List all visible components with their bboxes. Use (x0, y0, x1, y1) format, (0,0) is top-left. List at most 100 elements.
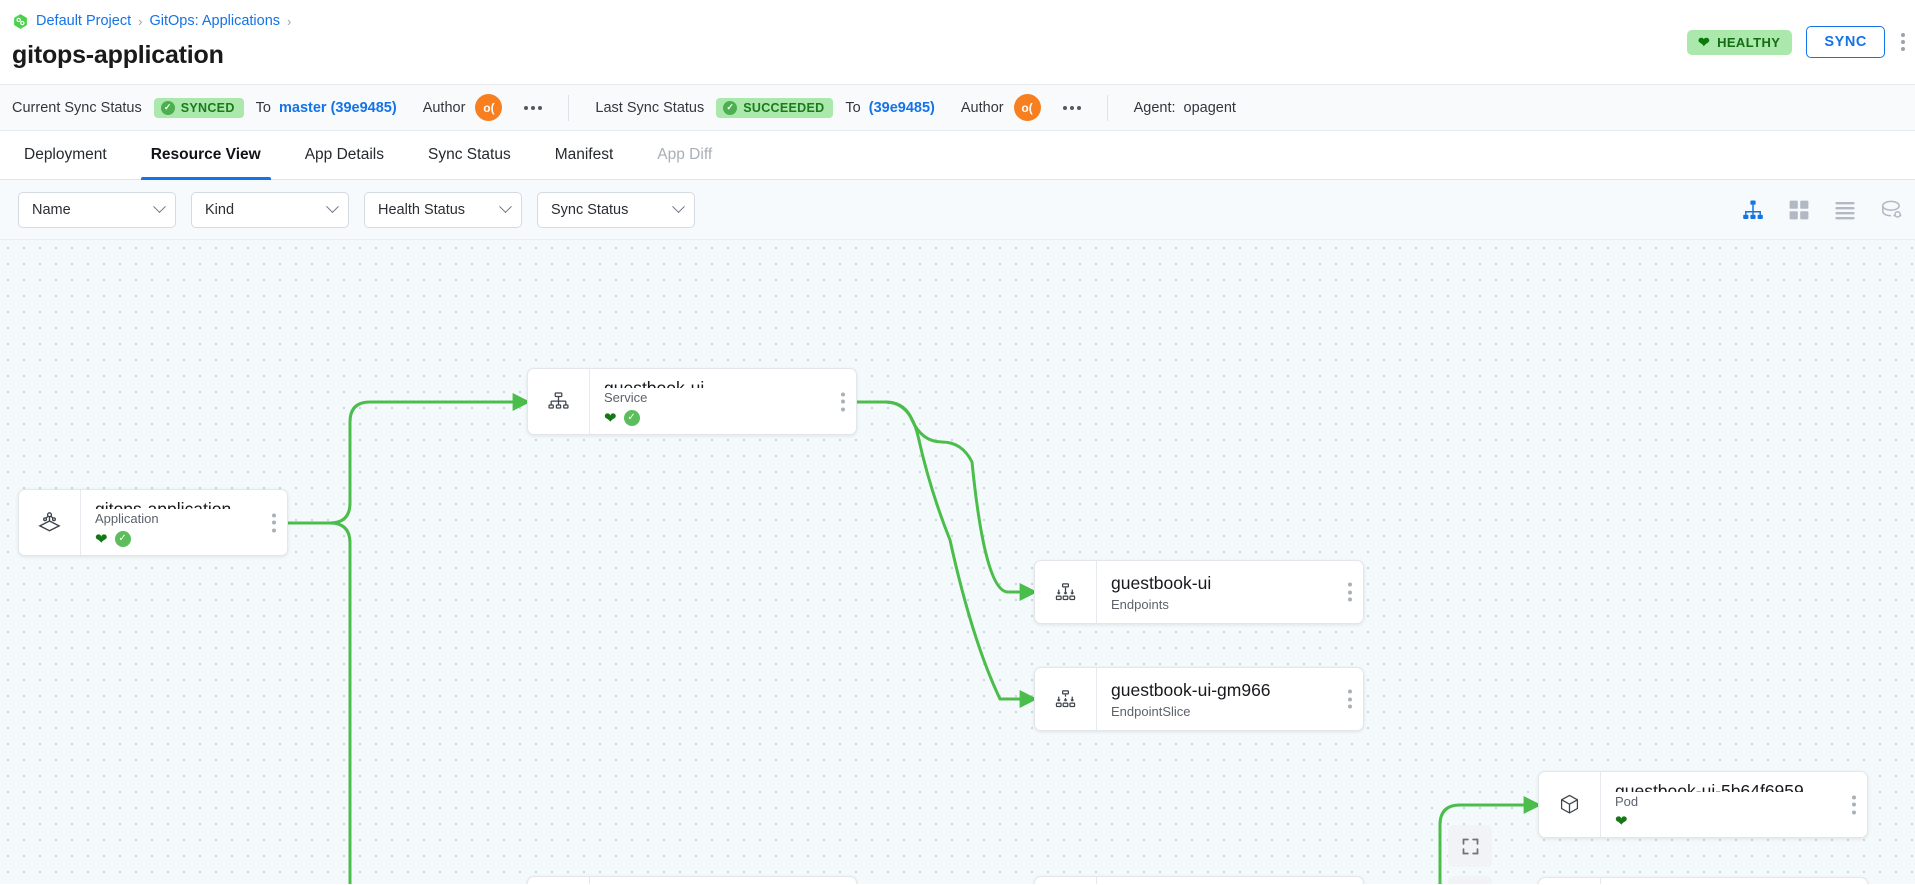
filter-name-label: Name (32, 201, 71, 218)
current-to-label: To (255, 99, 271, 116)
tab-resource-view[interactable]: Resource View (129, 131, 283, 180)
graph-node-replicaset[interactable]: guestbook-ui-5b64f69597 ReplicaSet ❤ (1034, 876, 1364, 884)
zoom-controls: + − (1448, 825, 1492, 884)
fit-to-screen-icon[interactable] (1448, 876, 1492, 884)
breadcrumb-item-gitops-applications[interactable]: GitOps: Applications (149, 13, 281, 29)
heart-icon: ❤ (1615, 813, 1628, 830)
heart-icon: ❤ (604, 409, 617, 427)
chevron-down-icon (153, 200, 166, 214)
graph-node-endpointslice[interactable]: guestbook-ui-gm966 EndpointSlice (1034, 667, 1364, 731)
pod-icon (1539, 878, 1601, 884)
node-kind: Service (604, 390, 648, 405)
sync-button[interactable]: SYNC (1806, 26, 1885, 58)
sync-check-icon: ✓ (623, 410, 640, 426)
sync-check-icon: ✓ (114, 531, 131, 547)
argo-logo-icon (12, 13, 29, 30)
breadcrumb-separator: › (138, 13, 143, 29)
last-sync-status-label: Last Sync Status (595, 99, 705, 116)
node-kind: Application (95, 511, 159, 526)
view-mode-switcher (1741, 198, 1903, 222)
chevron-down-icon (672, 200, 685, 214)
filter-name-select[interactable]: Name (18, 191, 176, 228)
list-view-icon[interactable] (1833, 198, 1857, 222)
agent-label: Agent: (1133, 99, 1176, 116)
node-overflow-menu-icon[interactable] (841, 392, 845, 411)
graph-edges (288, 393, 1542, 884)
node-kind: Endpoints (1111, 596, 1169, 612)
agent-value: opagent (1183, 99, 1236, 116)
node-status: ❤ (1615, 814, 1833, 829)
fullscreen-icon[interactable] (1448, 825, 1492, 867)
graph-node-service[interactable]: guestbook-ui Service ❤ ✓ (527, 368, 857, 435)
filter-bar: Name Kind Health Status Sync Status (0, 180, 1915, 240)
current-sync-status-pill: ✓ SYNCED (153, 97, 244, 118)
tab-app-details[interactable]: App Details (304, 146, 384, 163)
heart-icon: ❤ (95, 530, 108, 548)
tree-view-icon[interactable] (1741, 198, 1765, 222)
graph-node-application[interactable]: gitops-application Application ❤ ✓ (18, 489, 288, 556)
breadcrumb-item-default-project[interactable]: Default Project (36, 13, 132, 29)
check-circle-icon: ✓ (723, 100, 738, 115)
node-body: guestbook-ui Endpoints (1097, 561, 1363, 623)
filter-health-status-select[interactable]: Health Status (364, 191, 522, 228)
node-overflow-menu-icon[interactable] (1852, 795, 1856, 814)
agent-info: Agent: opagent (1134, 100, 1236, 116)
divider (1106, 94, 1108, 121)
node-body: guestbook-ui-5b64f69597 ReplicaSet ❤ (1097, 877, 1363, 884)
node-status: ❤ ✓ (604, 410, 822, 426)
divider (568, 94, 570, 121)
heart-icon: ❤ (1697, 34, 1711, 50)
tab-bar: Deployment Resource View App Details Syn… (0, 131, 1915, 180)
graph-node-endpoints[interactable]: guestbook-ui Endpoints (1034, 560, 1364, 624)
node-body: gitops-application Application ❤ ✓ (81, 490, 287, 555)
node-kind: Pod (1615, 794, 1639, 809)
last-revision-link[interactable]: (39e9485) (868, 99, 935, 116)
last-sync-overflow-icon[interactable] (1062, 105, 1081, 110)
grid-view-icon[interactable] (1787, 198, 1811, 222)
replicaset-icon (1035, 877, 1097, 884)
health-badge-label: HEALTHY (1717, 34, 1781, 50)
network-view-icon[interactable] (1879, 198, 1903, 222)
chevron-down-icon (499, 200, 512, 214)
node-name: guestbook-ui-gm966 (1111, 680, 1271, 701)
tab-manifest[interactable]: Manifest (554, 146, 614, 163)
tab-sync-status[interactable]: Sync Status (427, 146, 511, 163)
node-name: guestbook-ui (604, 378, 705, 388)
sync-status-bar: Current Sync Status ✓ SYNCED To master (… (0, 84, 1915, 131)
current-sync-overflow-icon[interactable] (524, 105, 543, 110)
node-body: guestbook-ui-gm966 EndpointSlice (1097, 668, 1363, 730)
graph-node-deployment[interactable]: guestbook-ui Deployment ❤ ✓ (527, 876, 857, 884)
filter-kind-select[interactable]: Kind (191, 191, 349, 228)
page-header: Default Project › GitOps: Applications ›… (0, 0, 1915, 84)
current-sync-status-pill-label: SYNCED (180, 100, 235, 115)
node-overflow-menu-icon[interactable] (1348, 689, 1352, 709)
last-to-label: To (845, 99, 861, 116)
graph-node-pod-2[interactable]: guestbook-ui-5b64f6959… Pod ❤ (1538, 877, 1868, 884)
last-sync-status-pill-label: SUCCEEDED (743, 100, 825, 115)
status-badge-healthy: ❤ HEALTHY (1686, 29, 1793, 55)
filter-kind-label: Kind (205, 201, 235, 218)
node-body: guestbook-ui-5b64f6959… Pod ❤ (1601, 772, 1867, 837)
node-overflow-menu-icon[interactable] (272, 513, 276, 532)
chevron-down-icon (326, 200, 339, 214)
last-author-label: Author (960, 99, 1004, 116)
check-circle-icon: ✓ (160, 100, 175, 115)
endpointslice-icon (1035, 668, 1097, 730)
node-name: guestbook-ui (1111, 573, 1212, 594)
header-overflow-menu-icon[interactable] (1899, 31, 1907, 53)
filter-sync-status-select[interactable]: Sync Status (537, 191, 695, 228)
node-overflow-menu-icon[interactable] (1348, 582, 1352, 602)
last-sync-status-pill: ✓ SUCCEEDED (716, 97, 834, 118)
current-revision-link[interactable]: master (39e9485) (278, 99, 397, 116)
resource-graph-canvas[interactable]: gitops-application Application ❤ ✓ guest… (0, 240, 1915, 884)
page-title: gitops-application (12, 41, 224, 69)
node-body: guestbook-ui-5b64f6959… Pod ❤ (1601, 878, 1867, 884)
tab-deployment[interactable]: Deployment (24, 146, 107, 163)
graph-node-pod-1[interactable]: guestbook-ui-5b64f6959… Pod ❤ (1538, 771, 1868, 838)
breadcrumb: Default Project › GitOps: Applications › (12, 10, 1897, 32)
breadcrumb-separator: › (287, 13, 292, 29)
current-sync-status-label: Current Sync Status (12, 99, 142, 116)
application-icon (19, 490, 81, 555)
service-icon (528, 369, 590, 434)
node-kind: EndpointSlice (1111, 703, 1191, 719)
